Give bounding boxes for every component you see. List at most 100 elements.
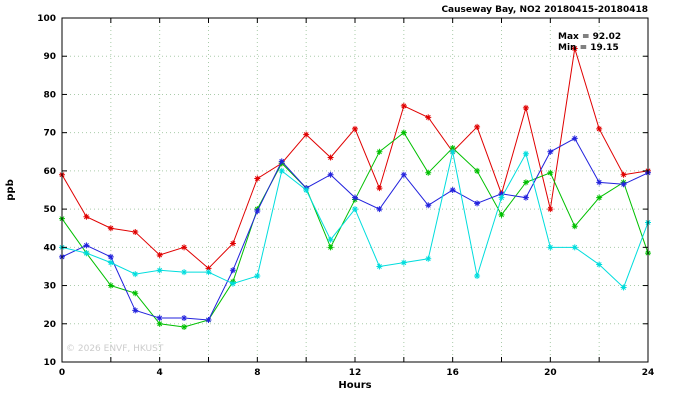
watermark: © 2026 ENVF, HKUST (66, 344, 164, 354)
data-point-marker-blue (327, 171, 334, 178)
data-point-marker-cyan (107, 259, 114, 266)
data-point-marker-red (107, 225, 114, 232)
data-point-marker-blue (547, 148, 554, 155)
data-point-marker-green (596, 194, 603, 201)
y-tick-label: 40 (43, 243, 56, 253)
data-point-marker-blue (278, 158, 285, 165)
data-point-marker-cyan (205, 269, 212, 276)
data-point-marker-red (474, 123, 481, 130)
y-tick-label: 20 (43, 320, 56, 330)
data-point-marker-red (229, 240, 236, 247)
x-tick-label: 4 (157, 368, 163, 378)
data-point-marker-cyan (425, 255, 432, 262)
data-point-marker-cyan (303, 187, 310, 193)
data-point-marker-green (327, 244, 334, 251)
data-point-marker-blue (449, 187, 456, 193)
data-point-marker-cyan (571, 244, 578, 251)
data-point-marker-red (303, 131, 310, 138)
data-point-marker-red (156, 251, 163, 258)
max-annotation: Max = 92.02 (558, 32, 621, 42)
chart-title: Causeway Bay, NO2 20180415-20180418 (441, 5, 648, 15)
data-point-marker-blue (181, 315, 188, 322)
data-point-marker-red (181, 244, 188, 251)
y-tick-label: 70 (43, 129, 56, 139)
data-point-marker-green (449, 144, 456, 151)
data-point-marker-blue (474, 200, 481, 207)
data-point-marker-green (547, 169, 554, 176)
data-point-marker-cyan (132, 271, 139, 278)
data-point-marker-red (571, 45, 578, 52)
x-tick-label: 8 (254, 368, 260, 378)
data-point-marker-blue (498, 190, 505, 197)
y-tick-label: 100 (37, 14, 56, 24)
data-point-marker-blue (620, 181, 627, 188)
data-point-marker-red (522, 104, 529, 111)
data-point-marker-red (327, 154, 334, 161)
y-tick-label: 10 (43, 358, 56, 368)
data-point-marker-cyan (522, 150, 529, 157)
y-tick-label: 60 (43, 167, 56, 177)
data-point-marker-cyan (620, 284, 627, 291)
data-point-marker-cyan (449, 148, 456, 155)
data-point-marker-red (596, 125, 603, 132)
grid-lines (62, 18, 648, 362)
data-point-marker-blue (205, 316, 212, 323)
data-point-marker-cyan (156, 267, 163, 274)
data-point-marker-blue (596, 179, 603, 186)
data-point-marker-blue (571, 135, 578, 142)
data-point-marker-green (181, 324, 188, 331)
data-point-marker-green (156, 320, 163, 327)
data-point-marker-red (83, 213, 90, 220)
data-point-marker-blue (376, 206, 383, 213)
data-point-marker-cyan (474, 273, 481, 279)
min-annotation: Min = 19.15 (558, 43, 619, 53)
data-point-marker-cyan (181, 269, 188, 276)
data-point-marker-green (107, 282, 114, 289)
data-point-marker-blue (83, 242, 90, 249)
data-point-marker-blue (229, 267, 236, 274)
data-point-marker-red (547, 206, 554, 213)
data-point-marker-cyan (352, 206, 358, 213)
y-tick-label: 30 (43, 282, 56, 292)
data-point-marker-red (132, 229, 139, 236)
data-point-marker-blue (425, 202, 432, 209)
data-point-marker-blue (400, 171, 407, 178)
data-point-marker-green (522, 179, 529, 186)
series-line-green (61, 131, 649, 328)
y-tick-label: 90 (43, 52, 56, 62)
data-point-marker-blue (132, 307, 139, 314)
data-point-marker-cyan (547, 244, 554, 251)
data-point-marker-cyan (254, 273, 261, 279)
data-point-marker-green (425, 169, 432, 176)
data-point-marker-red (400, 102, 407, 109)
data-point-marker-green (132, 290, 139, 297)
data-point-marker-blue (107, 253, 114, 260)
series-line-blue (61, 137, 649, 321)
data-point-marker-green (498, 211, 505, 218)
data-point-marker-red (254, 175, 261, 182)
data-point-marker-cyan (376, 263, 383, 270)
series-line-cyan (61, 151, 649, 289)
data-point-marker-cyan (400, 259, 407, 266)
data-point-marker-blue (254, 208, 261, 215)
x-tick-label: 12 (349, 368, 362, 378)
data-point-marker-blue (352, 194, 358, 201)
data-point-marker-green (474, 167, 481, 174)
data-point-marker-cyan (229, 280, 236, 287)
y-tick-label: 80 (43, 90, 56, 100)
x-axis-label: Hours (338, 380, 371, 391)
x-tick-label: 16 (446, 368, 459, 378)
data-point-marker-cyan (327, 236, 334, 243)
data-point-marker-cyan (83, 250, 90, 257)
data-point-marker-red (620, 171, 627, 178)
data-point-marker-red (376, 185, 383, 192)
y-axis-label: ppb (5, 179, 16, 200)
data-point-marker-cyan (596, 261, 603, 268)
data-point-marker-blue (156, 315, 163, 322)
data-point-marker-cyan (278, 167, 285, 174)
data-point-marker-green (400, 129, 407, 136)
data-point-marker-red (205, 265, 212, 272)
axis-layer: 0 4 8 12 16 20 24 10 20 30 40 50 60 70 80 90 100 (37, 14, 654, 378)
